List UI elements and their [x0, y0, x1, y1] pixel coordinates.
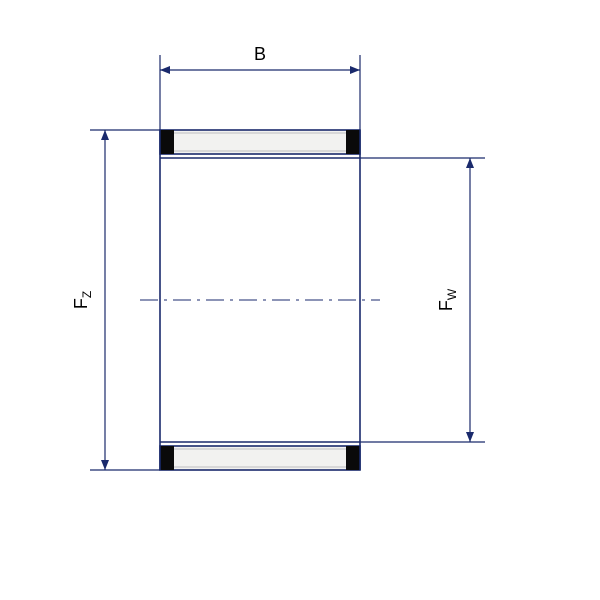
roller-top: [160, 130, 360, 154]
roller-bottom: [160, 446, 360, 470]
bearing-cross-section-diagram: BFWFZ: [0, 0, 600, 600]
label-B: B: [254, 44, 266, 64]
